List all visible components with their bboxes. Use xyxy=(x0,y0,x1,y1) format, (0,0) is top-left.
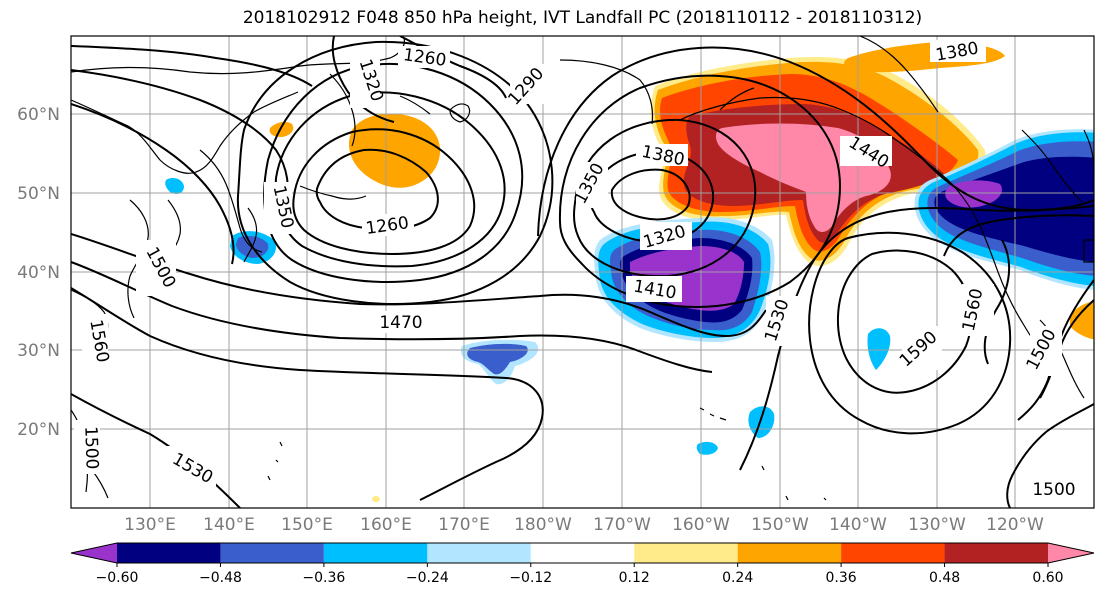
colorbar-swatch xyxy=(71,543,117,563)
shade-positive-orange-se xyxy=(1070,301,1094,340)
colorbar-swatch xyxy=(841,543,945,563)
colorbar-tick-label: 0.48 xyxy=(929,570,960,586)
shade-negative-cyan-e2 xyxy=(748,406,775,438)
shade-negative-purple-ne xyxy=(945,180,1002,208)
shade-positive-orange-nw2 xyxy=(269,121,294,137)
colorbar-tick-label: 0.12 xyxy=(619,570,650,586)
lon-label-150e: 150°E xyxy=(281,515,333,535)
colorbar-swatch xyxy=(117,543,221,563)
colorbar-tick-label: 0.24 xyxy=(722,570,753,586)
map-panel: 1260 1320 1380 1290 1380 1440 1350 1350 … xyxy=(70,35,1095,509)
lon-label-140e: 140°E xyxy=(203,515,255,535)
lon-label-130w: 130°W xyxy=(908,515,966,535)
lon-label-120w: 120°W xyxy=(986,515,1044,535)
colorbar-tick-label: −0.48 xyxy=(199,570,242,586)
latitude-labels: 60°N 50°N 40°N 30°N 20°N xyxy=(17,105,60,440)
lon-label-170w: 170°W xyxy=(593,515,651,535)
lon-label-130e: 130°E xyxy=(124,515,176,535)
colorbar-tick-label: 0.60 xyxy=(1032,570,1063,586)
lon-label-160e: 160°E xyxy=(360,515,412,535)
shade-negative-cyan-e1 xyxy=(867,328,891,370)
longitude-labels: 130°E 140°E 150°E 160°E 170°E 180°W 170°… xyxy=(124,515,1044,535)
contour-label-1500d: 1500 xyxy=(1032,480,1075,500)
lat-label-50n: 50°N xyxy=(17,184,60,204)
colorbar-tick-label: −0.24 xyxy=(406,570,449,586)
lat-label-30n: 30°N xyxy=(17,341,60,361)
map-title: 2018102912 F048 850 hPa height, IVT Land… xyxy=(242,8,923,28)
colorbar-swatch xyxy=(634,543,738,563)
colorbar-swatch xyxy=(530,543,635,563)
colorbar-tick-label: −0.12 xyxy=(509,570,552,586)
colorbar-swatch xyxy=(944,543,1048,563)
contour-label-1500c: 1500 xyxy=(80,426,101,470)
lat-label-40n: 40°N xyxy=(17,263,60,283)
lon-label-180w: 180°W xyxy=(514,515,572,535)
contour-label-1470: 1470 xyxy=(379,313,422,333)
shade-negative-blue-sw xyxy=(467,343,528,375)
colorbar-swatch xyxy=(737,543,842,563)
shade-positive-orange-nw xyxy=(348,113,441,188)
colorbar-tick-label: −0.60 xyxy=(96,570,139,586)
colorbar-swatch xyxy=(323,543,428,563)
colorbar-swatch xyxy=(427,543,531,563)
shade-negative-cyan-e3 xyxy=(696,441,718,455)
lon-label-140w: 140°W xyxy=(829,515,887,535)
shading-layer xyxy=(165,42,1094,503)
colorbar-tick-label: 0.36 xyxy=(826,570,857,586)
colorbar-tick-label: −0.36 xyxy=(302,570,345,586)
map-frame xyxy=(70,35,1095,509)
lat-label-60n: 60°N xyxy=(17,105,60,125)
contour-label-halos xyxy=(74,40,1082,500)
shade-positive-small-dot xyxy=(372,495,380,503)
shade-negative-cyan-kr xyxy=(165,178,184,194)
lon-label-150w: 150°W xyxy=(751,515,809,535)
colorbar-swatch xyxy=(1048,543,1094,563)
lon-label-170e: 170°E xyxy=(438,515,490,535)
lat-label-20n: 20°N xyxy=(17,420,60,440)
colorbar: −0.60 −0.48 −0.36 −0.24 −0.12 0.12 0.24 0.36 0.4… xyxy=(70,542,1095,586)
colorbar-swatch xyxy=(220,543,324,563)
lon-label-160w: 160°W xyxy=(672,515,730,535)
